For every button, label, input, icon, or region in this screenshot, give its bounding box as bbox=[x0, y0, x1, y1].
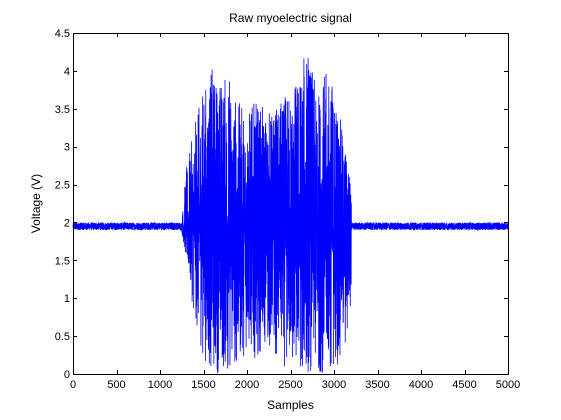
y-tick-label: 3.5 bbox=[55, 104, 70, 116]
y-tick-label: 3 bbox=[64, 142, 70, 154]
y-tick-label: 0.5 bbox=[55, 331, 70, 343]
x-tick-label: 2000 bbox=[235, 379, 259, 391]
x-tick-label: 2500 bbox=[278, 379, 302, 391]
chart-title: Raw myoelectric signal bbox=[229, 11, 352, 25]
x-tick-label: 4000 bbox=[409, 379, 433, 391]
x-tick-label: 3500 bbox=[365, 379, 389, 391]
x-tick-label: 1500 bbox=[191, 379, 215, 391]
x-tick-label: 500 bbox=[107, 379, 125, 391]
y-tick-label: 2.5 bbox=[55, 180, 70, 192]
x-tick-label: 4500 bbox=[452, 379, 476, 391]
signal-line bbox=[72, 58, 509, 374]
y-axis-label: Voltage (V) bbox=[29, 174, 43, 233]
x-tick-label: 3000 bbox=[322, 379, 346, 391]
x-axis-label: Samples bbox=[267, 398, 314, 412]
x-tick-label: 0 bbox=[70, 379, 76, 391]
x-tick-label: 1000 bbox=[148, 379, 172, 391]
x-tick-label: 5000 bbox=[496, 379, 520, 391]
y-tick-label: 4 bbox=[64, 66, 70, 78]
y-axis: 0 0.5 1 1.5 2 2.5 3 3.5 4 4.5 bbox=[55, 28, 508, 381]
y-tick-label: 4.5 bbox=[55, 28, 70, 40]
y-tick-label: 1 bbox=[64, 293, 70, 305]
signal-series bbox=[72, 58, 509, 374]
y-tick-label: 2 bbox=[64, 217, 70, 229]
y-tick-label: 1.5 bbox=[55, 255, 70, 267]
x-axis: 0 500 1000 1500 2000 2500 3000 3500 4000 4500 5000 bbox=[70, 33, 520, 391]
y-tick-label: 0 bbox=[64, 369, 70, 381]
